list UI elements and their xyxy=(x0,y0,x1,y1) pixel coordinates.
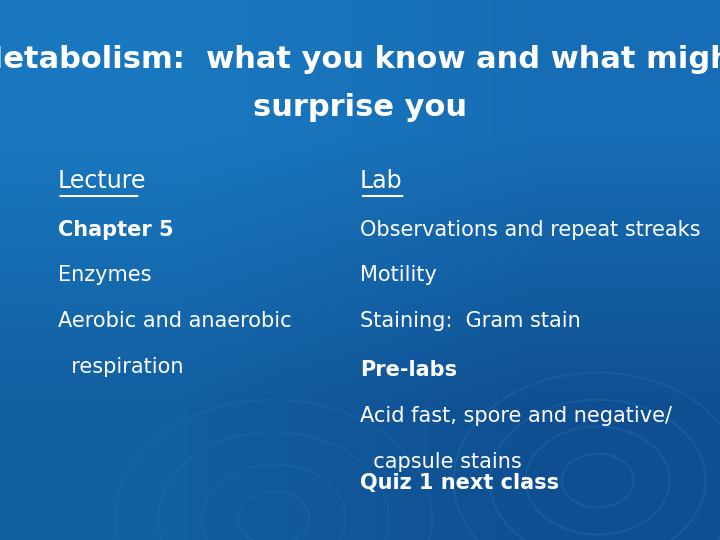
Text: Enzymes: Enzymes xyxy=(58,265,151,286)
Text: Motility: Motility xyxy=(360,265,437,286)
Text: Staining:  Gram stain: Staining: Gram stain xyxy=(360,311,581,332)
Text: Lecture: Lecture xyxy=(58,169,146,193)
Text: Quiz 1 next class: Quiz 1 next class xyxy=(360,473,559,494)
Text: Lab: Lab xyxy=(360,169,402,193)
Text: Aerobic and anaerobic: Aerobic and anaerobic xyxy=(58,311,291,332)
Text: Acid fast, spore and negative/: Acid fast, spore and negative/ xyxy=(360,406,672,426)
Text: respiration: respiration xyxy=(58,357,183,377)
Text: surprise you: surprise you xyxy=(253,93,467,123)
Text: Pre-labs: Pre-labs xyxy=(360,360,457,380)
Text: Observations and repeat streaks: Observations and repeat streaks xyxy=(360,219,701,240)
Text: capsule stains: capsule stains xyxy=(360,451,522,472)
Text: Metabolism:  what you know and what might: Metabolism: what you know and what might xyxy=(0,45,720,74)
Text: Chapter 5: Chapter 5 xyxy=(58,219,174,240)
